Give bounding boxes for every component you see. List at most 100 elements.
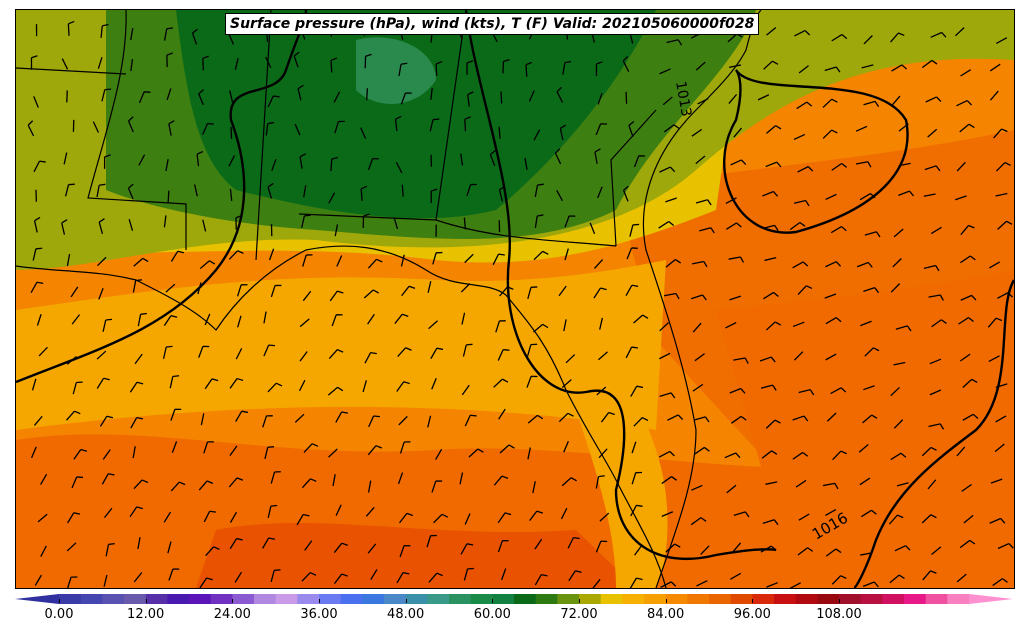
wind-barb [168,120,175,136]
wind-barb [460,543,474,555]
wind-barb [793,199,810,207]
wind-barb [98,287,104,300]
wind-barb [265,121,275,136]
colorbar-swatch [362,594,385,604]
wind-barb [831,34,848,42]
wind-barb [533,323,549,333]
wind-barb [328,349,344,359]
wind-barb [101,88,112,102]
wind-barb [103,507,113,519]
wind-barb [534,573,548,586]
wind-barb [859,193,876,201]
wind-barb [664,292,680,300]
wind-barb [493,475,509,486]
wind-barb [757,94,770,101]
wind-barb [133,257,149,267]
wind-barb [40,473,48,485]
wind-barb [995,415,1007,423]
wind-barb [202,219,207,232]
wind-barb [130,417,144,429]
wind-barb [922,570,937,581]
wind-barb [529,510,544,522]
wind-barb [33,160,46,173]
wind-barb [394,115,402,132]
isobar-label-1013: 1013 [672,80,694,118]
wind-barb [202,55,209,71]
wind-barb [395,161,403,174]
wind-barb [166,52,174,68]
colorbar-swatch [774,594,797,604]
wind-barb [626,247,638,260]
wind-barb [559,124,567,141]
colorbar-swatch [145,594,168,604]
wind-barb [762,190,779,197]
wind-barb [890,386,900,397]
colorbar-swatch [839,594,862,604]
wind-barb [864,347,880,357]
wind-barb [764,256,777,262]
colorbar-swatch [730,594,753,604]
wind-barb [33,415,43,426]
wind-barb [498,408,506,420]
wind-barb [659,322,669,332]
wind-barb [959,353,971,362]
wind-barb [798,65,809,74]
colorbar-swatch [752,594,775,604]
wind-barb [830,387,847,395]
wind-barb [589,222,596,235]
wind-barb [995,161,1011,172]
wind-barb [367,480,372,493]
wind-barb [400,92,412,105]
wind-barb [527,414,544,424]
wind-barb [825,548,842,557]
wind-barb [267,95,280,108]
wind-barb [864,231,881,238]
temp-field-atlantic-warm [716,270,1014,588]
colorbar-tick-label: 24.00 [213,607,251,622]
wind-barb [824,66,841,73]
wind-barb [461,384,470,396]
colorbar-swatch [210,594,233,604]
colorbar-swatch [795,594,818,604]
wind-barb [30,446,37,459]
wind-barb [67,20,75,36]
wind-barb [234,571,243,583]
wind-barb [595,475,605,489]
colorbar-swatch [59,594,82,604]
colorbar-tick-mark [752,599,754,603]
wind-barb [726,484,737,494]
wind-barb [431,377,437,390]
wind-barb [297,84,304,101]
wind-barb [890,32,905,43]
wind-barb [659,352,671,360]
wind-barb [960,255,976,264]
colorbar-swatch [535,594,558,604]
wind-barb [330,156,339,172]
wind-barb [229,445,238,456]
wind-barb [763,291,779,300]
wind-barb [435,61,443,76]
wind-barb [663,124,680,133]
wind-barb [460,153,464,166]
wind-barb [792,451,809,460]
wind-barb [132,446,136,459]
colorbar-swatch [622,594,645,604]
wind-barb [495,320,506,333]
wind-barb [955,195,967,201]
wind-barb [500,91,503,104]
wind-barb [593,259,604,269]
wind-barb [229,188,233,201]
colorbar-tick-mark [492,599,494,603]
wind-barb [765,161,782,168]
wind-barb [962,378,978,388]
wind-barb [760,545,777,553]
wind-barb [264,446,275,460]
wind-barb [927,479,937,490]
colorbar-swatch [275,594,298,604]
wind-barb [170,408,182,421]
wind-barb [895,325,912,332]
colorbar-tick-mark [579,599,580,603]
wind-barb [137,537,141,550]
wind-barb [492,253,505,266]
wind-barb [262,537,275,549]
